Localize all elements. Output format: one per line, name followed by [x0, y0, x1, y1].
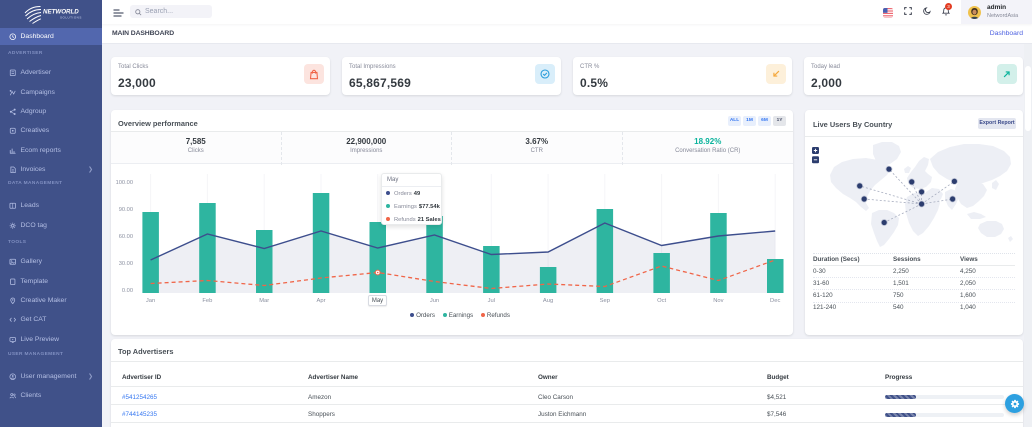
svg-text:Dec: Dec	[770, 298, 780, 304]
svg-text:Apr: Apr	[316, 298, 325, 304]
svg-text:60.00: 60.00	[119, 234, 133, 240]
svg-text:Oct: Oct	[657, 298, 666, 304]
svg-text:Jan: Jan	[146, 298, 155, 304]
svg-text:Feb: Feb	[202, 298, 212, 304]
svg-text:Sep: Sep	[600, 298, 610, 304]
svg-text:Jul: Jul	[488, 298, 495, 304]
svg-text:90.00: 90.00	[119, 207, 133, 213]
svg-text:NETWORLD: NETWORLD	[43, 9, 79, 16]
svg-text:100.00: 100.00	[116, 180, 133, 186]
svg-text:30.00: 30.00	[119, 261, 133, 267]
svg-text:0.00: 0.00	[122, 288, 133, 294]
svg-text:SOLUTIONS: SOLUTIONS	[60, 16, 82, 20]
svg-text:Jun: Jun	[430, 298, 439, 304]
svg-text:Nov: Nov	[713, 298, 723, 304]
svg-text:Mar: Mar	[259, 298, 269, 304]
svg-text:Aug: Aug	[543, 298, 553, 304]
